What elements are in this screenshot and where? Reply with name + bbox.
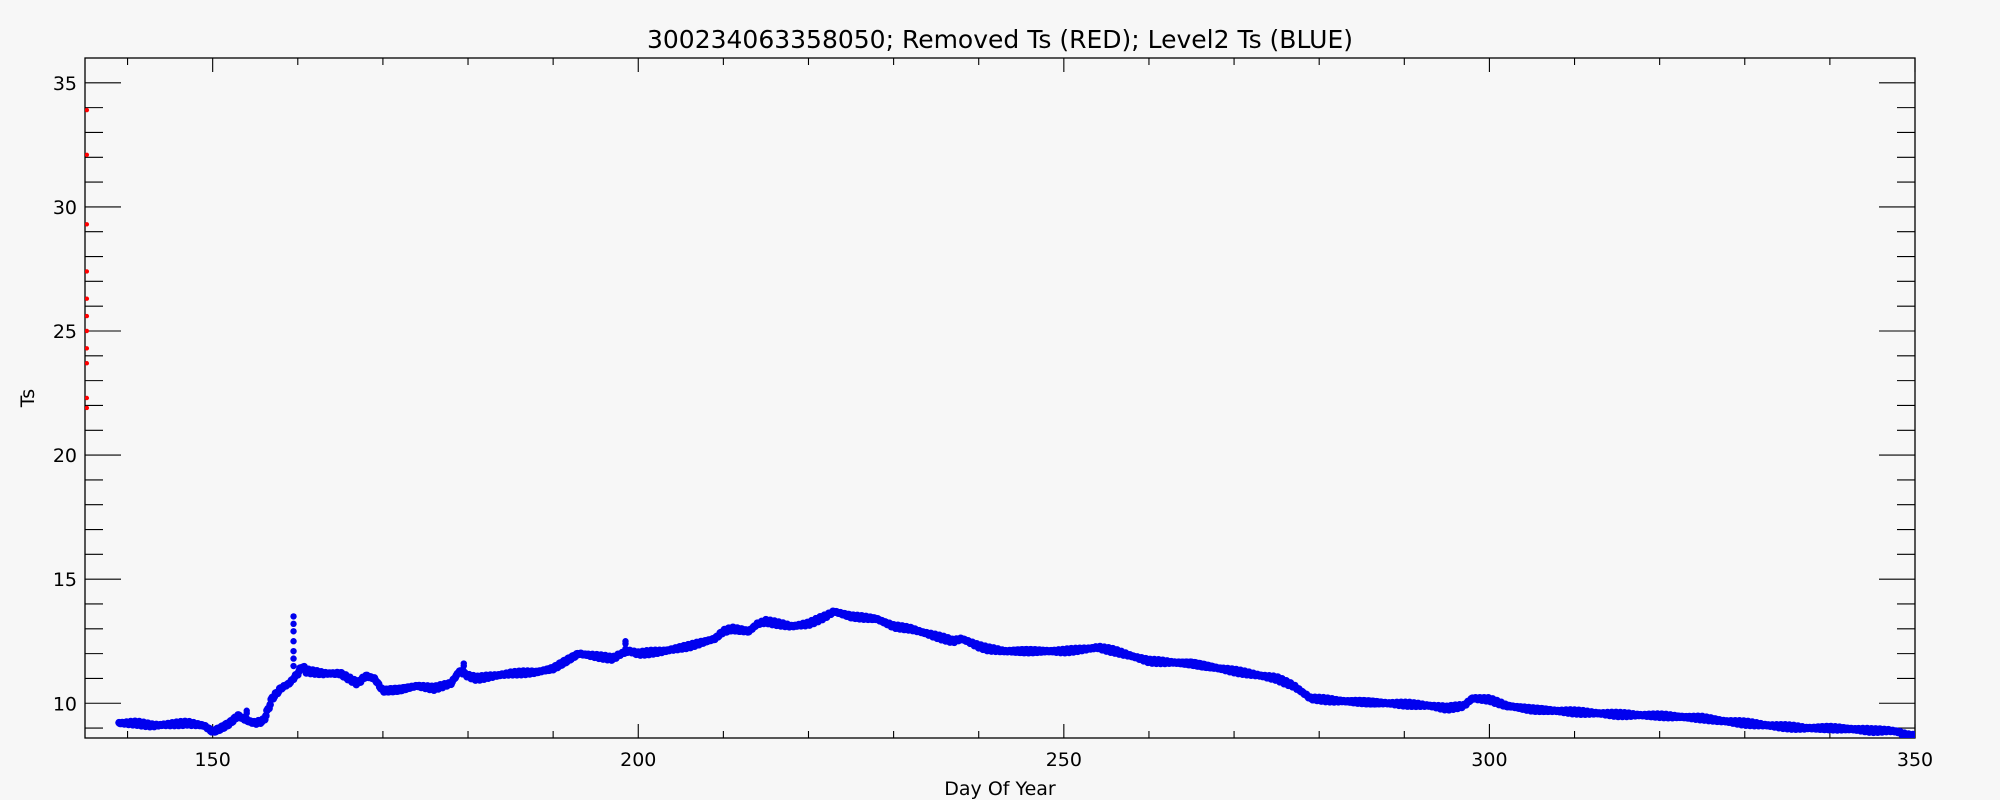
removed-point	[85, 328, 90, 334]
removed-point	[85, 361, 90, 366]
tick-labels: 150 200 250 300 350 10 15 20 25 30 35	[53, 73, 1933, 771]
removed-point	[85, 107, 90, 113]
removed-point	[85, 222, 90, 227]
y-axis-label: Ts	[17, 389, 39, 408]
removed-point	[85, 395, 90, 401]
removed-point	[85, 152, 90, 157]
level2-spike-point	[243, 714, 250, 722]
level2-spike-point	[290, 638, 297, 645]
level2-spike-point	[290, 613, 297, 620]
removed-point	[85, 405, 90, 411]
removed-point	[85, 346, 90, 351]
level2-spike-point	[243, 707, 250, 714]
y-tick-label: 10	[53, 693, 77, 715]
removed-point	[85, 269, 90, 274]
y-tick-label: 35	[53, 73, 77, 95]
removed-point	[85, 313, 90, 319]
y-tick-label: 20	[53, 445, 77, 467]
level2-spike-point	[622, 638, 629, 645]
x-axis-label: Day Of Year	[944, 778, 1056, 800]
y-tick-label: 15	[53, 569, 77, 591]
level2-spike-point	[622, 645, 629, 652]
x-tick-label: 300	[1471, 749, 1507, 771]
level2-spike-point	[290, 647, 297, 655]
level2-spike-point	[290, 628, 297, 635]
level2-spike-point	[460, 667, 467, 675]
level2-spike-point	[290, 662, 297, 670]
x-tick-label: 150	[195, 749, 231, 771]
y-tick-label: 30	[53, 197, 77, 219]
x-tick-label: 350	[1897, 749, 1933, 771]
chart-title: 300234063358050; Removed Ts (RED); Level…	[647, 25, 1353, 54]
level2-point	[1911, 732, 1915, 738]
level2-spike-point	[290, 655, 297, 662]
level2-spike-point	[290, 620, 297, 628]
x-tick-label: 200	[620, 749, 656, 771]
x-tick-label: 250	[1046, 749, 1082, 771]
removed-point	[85, 296, 90, 301]
axis-ticks	[85, 57, 1916, 738]
level2-spike-point	[460, 660, 467, 667]
data-points	[85, 107, 1915, 738]
y-tick-label: 25	[53, 321, 77, 343]
